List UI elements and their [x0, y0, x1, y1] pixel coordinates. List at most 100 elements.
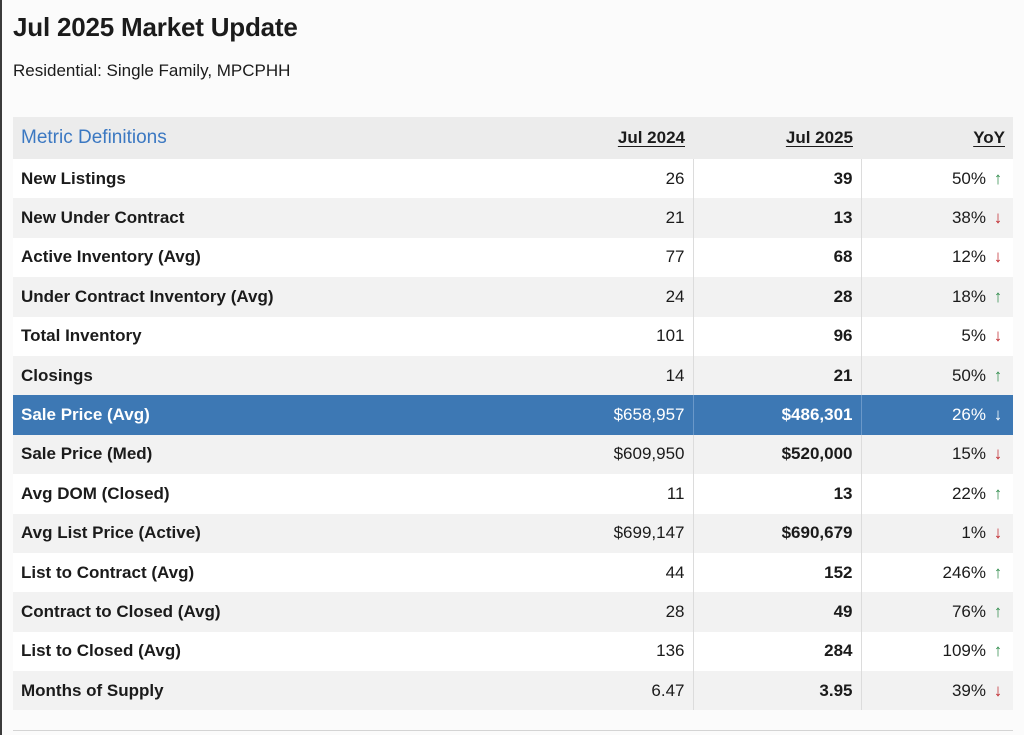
metric-name: Under Contract Inventory (Avg) [21, 286, 274, 306]
metric-name: Avg DOM (Closed) [21, 483, 170, 503]
metric-name: Active Inventory (Avg) [21, 247, 201, 267]
up-arrow-icon: ↑ [993, 286, 1003, 306]
prior-value: 44 [665, 562, 685, 582]
table-row[interactable]: Closings 14 21 50% ↑ [13, 355, 1013, 396]
table-row[interactable]: Sale Price (Avg) $658,957 $486,301 26% ↓ [13, 395, 1013, 435]
yoy-percent: 5% [961, 326, 986, 346]
up-arrow-icon: ↑ [993, 483, 1003, 503]
yoy-percent: 50% [951, 365, 986, 385]
metric-name: Months of Supply [21, 680, 164, 700]
metric-name: Avg List Price (Active) [21, 523, 201, 543]
current-period-header[interactable]: Jul 2025 [693, 117, 861, 159]
up-arrow-icon: ↑ [993, 365, 1003, 385]
yoy-percent: 22% [951, 483, 986, 503]
up-arrow-icon: ↑ [993, 641, 1003, 661]
prior-value: 21 [665, 208, 685, 228]
page-title: Jul 2025 Market Update [13, 12, 298, 42]
current-period-header-label[interactable]: Jul 2025 [785, 128, 853, 147]
yoy-change: 38% ↓ [860, 198, 1013, 238]
yoy-change: 15% ↓ [860, 434, 1013, 475]
metric-name: Total Inventory [21, 326, 142, 346]
table-body: New Listings 26 39 50% ↑ New Under Contract 21… [13, 159, 1013, 711]
down-arrow-icon: ↓ [993, 326, 1003, 346]
table-row[interactable]: Avg List Price (Active) $699,147 $690,679 1… [13, 513, 1013, 553]
prior-value: 136 [656, 641, 685, 661]
table-row[interactable]: Avg DOM (Closed) 11 13 22% ↑ [13, 474, 1013, 514]
table-row[interactable]: Active Inventory (Avg) 77 68 12% ↓ [13, 237, 1013, 278]
yoy-change: 5% ↓ [860, 316, 1013, 356]
yoy-change: 50% ↑ [860, 355, 1013, 396]
current-value: 284 [692, 631, 861, 672]
table-row[interactable]: New Under Contract 21 13 38% ↓ [13, 198, 1013, 238]
up-arrow-icon: ↑ [993, 601, 1003, 621]
prior-value: 6.47 [651, 680, 685, 700]
down-arrow-icon: ↓ [993, 680, 1003, 700]
up-arrow-icon: ↑ [993, 562, 1003, 582]
prior-value: 26 [665, 168, 685, 188]
yoy-percent: 109% [942, 641, 986, 661]
prior-period-header-label[interactable]: Jul 2024 [617, 128, 685, 147]
table-header-row: Metric Definitions Jul 2024 Jul 2025 YoY [13, 117, 1013, 159]
table-row[interactable]: Sale Price (Med) $609,950 $520,000 15% ↓ [13, 434, 1013, 475]
table-row[interactable]: Contract to Closed (Avg) 28 49 76% ↑ [13, 592, 1013, 632]
prior-value: 28 [665, 601, 685, 621]
yoy-change: 50% ↑ [860, 159, 1013, 199]
table-row[interactable]: List to Closed (Avg) 136 284 109% ↑ [13, 631, 1013, 672]
metric-name: Contract to Closed (Avg) [21, 601, 221, 621]
yoy-change: 26% ↓ [860, 395, 1013, 435]
prior-value: $658,957 [613, 405, 685, 425]
metric-name: Sale Price (Med) [21, 444, 153, 464]
metric-name: New Under Contract [21, 208, 185, 228]
yoy-percent: 76% [951, 601, 986, 621]
table-row[interactable]: Months of Supply 6.47 3.95 39% ↓ [13, 671, 1013, 711]
metric-name: Sale Price (Avg) [21, 405, 150, 425]
table-row[interactable]: New Listings 26 39 50% ↑ [13, 159, 1013, 199]
down-arrow-icon: ↓ [993, 208, 1003, 228]
down-arrow-icon: ↓ [993, 405, 1003, 425]
bottom-divider [13, 730, 1013, 731]
yoy-percent: 50% [951, 168, 986, 188]
current-value: 13 [692, 198, 861, 238]
yoy-percent: 15% [951, 444, 986, 464]
yoy-change: 22% ↑ [860, 474, 1013, 514]
prior-period-header[interactable]: Jul 2024 [525, 117, 693, 159]
yoy-percent: 39% [951, 680, 986, 700]
prior-value: 11 [666, 483, 685, 503]
current-value: $520,000 [692, 434, 861, 475]
metric-definitions-link[interactable]: Metric Definitions [21, 127, 167, 148]
yoy-change: 18% ↑ [860, 277, 1013, 317]
page-subtitle: Residential: Single Family, MPCPHH [13, 61, 291, 80]
current-value: 13 [692, 474, 861, 514]
metric-name: List to Closed (Avg) [21, 641, 181, 661]
yoy-percent: 1% [961, 523, 986, 543]
current-value: $486,301 [692, 395, 861, 435]
metric-name: Closings [21, 365, 93, 385]
yoy-change: 1% ↓ [860, 513, 1013, 553]
yoy-header[interactable]: YoY [861, 117, 1013, 159]
current-value: 68 [692, 237, 861, 278]
current-value: 49 [692, 592, 861, 632]
current-value: 96 [692, 316, 861, 356]
down-arrow-icon: ↓ [993, 523, 1003, 543]
metric-name: New Listings [21, 168, 126, 188]
yoy-header-label[interactable]: YoY [973, 128, 1005, 147]
prior-value: 77 [665, 247, 685, 267]
yoy-change: 76% ↑ [860, 592, 1013, 632]
current-value: 28 [692, 277, 861, 317]
metric-name: List to Contract (Avg) [21, 562, 195, 582]
table-row[interactable]: List to Contract (Avg) 44 152 246% ↑ [13, 552, 1013, 593]
current-value: 39 [692, 159, 861, 199]
table-row[interactable]: Total Inventory 101 96 5% ↓ [13, 316, 1013, 356]
yoy-percent: 26% [951, 405, 986, 425]
yoy-change: 39% ↓ [860, 671, 1013, 711]
prior-value: 24 [665, 286, 685, 306]
down-arrow-icon: ↓ [993, 247, 1003, 267]
current-value: 3.95 [692, 671, 861, 711]
yoy-percent: 18% [951, 286, 986, 306]
down-arrow-icon: ↓ [993, 444, 1003, 464]
yoy-percent: 38% [951, 208, 986, 228]
yoy-percent: 246% [942, 562, 986, 582]
table-row[interactable]: Under Contract Inventory (Avg) 24 28 18% ↑ [13, 277, 1013, 317]
current-value: $690,679 [692, 513, 861, 553]
yoy-percent: 12% [951, 247, 986, 267]
